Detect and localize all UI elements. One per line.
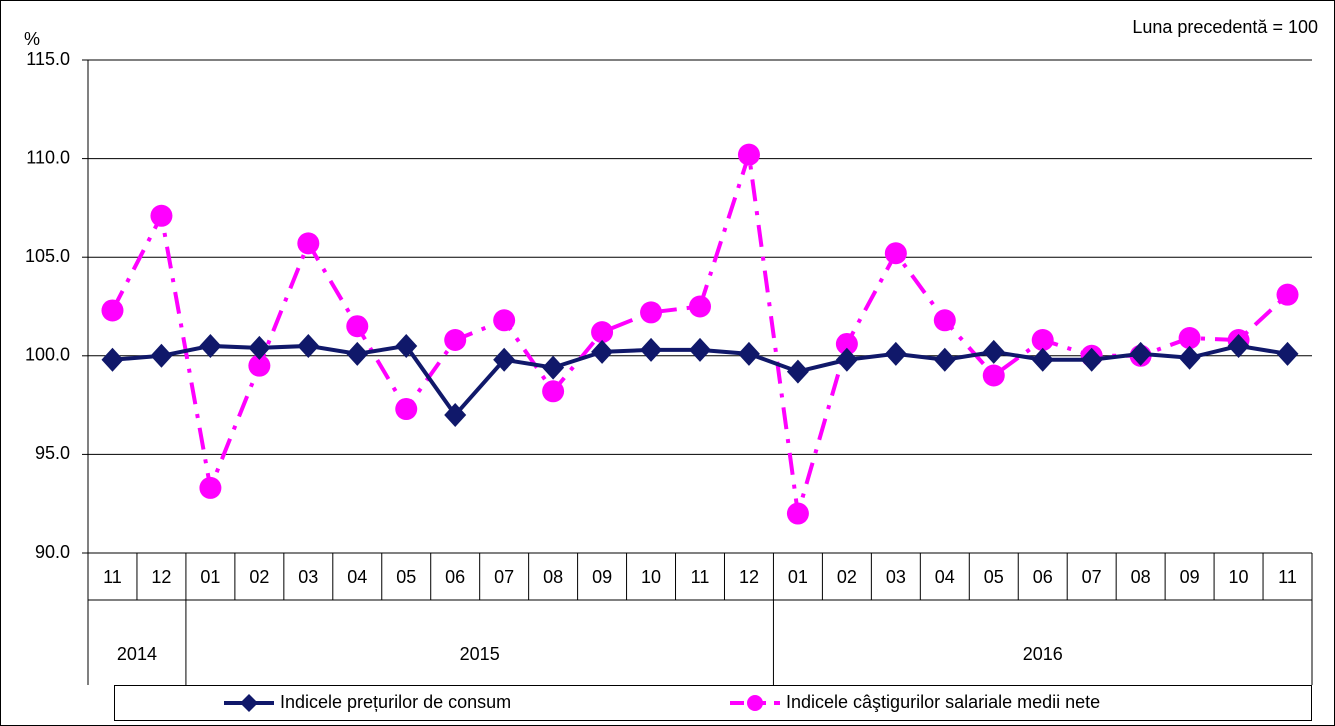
x-tick-label: 03 xyxy=(886,567,906,587)
y-tick-label: 100.0 xyxy=(25,345,70,365)
point xyxy=(835,332,858,355)
y-tick-label: 105.0 xyxy=(25,246,70,266)
x-tick-label: 04 xyxy=(935,567,955,587)
point xyxy=(395,333,418,358)
x-tick-label: 04 xyxy=(347,567,367,587)
point xyxy=(1276,283,1299,306)
x-tick-label: 02 xyxy=(249,567,269,587)
point xyxy=(493,309,516,332)
legend-marker xyxy=(240,694,258,712)
y-unit-label: % xyxy=(24,29,40,49)
y-tick-label: 115.0 xyxy=(26,49,70,69)
x-tick-label: 05 xyxy=(396,567,416,587)
x-tick-label: 07 xyxy=(1082,567,1102,587)
x-tick-label: 10 xyxy=(641,567,661,587)
annotation: Luna precedentă = 100 xyxy=(1132,17,1318,37)
point xyxy=(1031,347,1054,372)
point xyxy=(982,364,1005,387)
point xyxy=(542,355,565,380)
x-tick-label: 08 xyxy=(543,567,563,587)
point xyxy=(101,347,124,372)
point xyxy=(884,242,907,265)
point xyxy=(150,204,173,227)
point xyxy=(689,337,711,362)
point xyxy=(933,309,956,332)
point xyxy=(248,354,271,377)
point xyxy=(101,299,124,322)
legend-label: Indicele câştigurilor salariale medii ne… xyxy=(786,692,1100,712)
point xyxy=(933,347,956,372)
x-tick-label: 08 xyxy=(1131,567,1151,587)
point xyxy=(346,341,369,366)
point xyxy=(150,343,173,368)
point xyxy=(737,143,760,166)
point xyxy=(1227,333,1250,358)
x-tick-label: 10 xyxy=(1229,567,1249,587)
x-group-label: 2015 xyxy=(460,644,500,664)
x-tick-label: 05 xyxy=(984,567,1004,587)
point xyxy=(444,329,467,352)
point xyxy=(297,232,320,255)
x-tick-label: 11 xyxy=(691,567,710,587)
x-tick-label: 07 xyxy=(494,567,514,587)
point xyxy=(444,402,467,427)
point xyxy=(1031,329,1054,352)
x-tick-label: 02 xyxy=(837,567,857,587)
legend-box xyxy=(114,685,1312,721)
point xyxy=(1129,341,1152,366)
y-tick-label: 90.0 xyxy=(35,542,70,562)
point xyxy=(737,341,760,366)
x-tick-label: 09 xyxy=(1180,567,1200,587)
x-tick-label: 11 xyxy=(103,567,122,587)
point xyxy=(395,398,418,421)
point xyxy=(689,295,711,318)
x-tick-label: 09 xyxy=(592,567,612,587)
point xyxy=(297,333,320,358)
point xyxy=(884,341,907,366)
legend-marker xyxy=(747,695,763,711)
x-tick-label: 12 xyxy=(151,567,171,587)
legend-label: Indicele prețurilor de consum xyxy=(280,692,511,712)
point xyxy=(640,337,663,362)
point xyxy=(591,321,614,344)
point xyxy=(640,301,663,324)
point xyxy=(1178,345,1201,370)
x-tick-label: 01 xyxy=(200,567,220,587)
point xyxy=(542,380,565,403)
point xyxy=(835,347,858,372)
point xyxy=(982,339,1005,364)
point xyxy=(199,476,222,499)
point xyxy=(248,335,271,360)
point xyxy=(199,333,222,358)
x-tick-label: 06 xyxy=(445,567,465,587)
point xyxy=(493,347,516,372)
point xyxy=(346,315,369,338)
x-tick-label: 12 xyxy=(739,567,759,587)
x-group-label: 2016 xyxy=(1023,644,1063,664)
point xyxy=(1178,327,1201,350)
x-tick-label: 11 xyxy=(1278,567,1297,587)
point xyxy=(786,359,809,384)
point xyxy=(1276,341,1299,366)
point xyxy=(1080,347,1103,372)
x-tick-label: 03 xyxy=(298,567,318,587)
point xyxy=(591,339,614,364)
point xyxy=(786,502,809,525)
y-tick-label: 95.0 xyxy=(35,443,70,463)
x-tick-label: 01 xyxy=(788,567,808,587)
x-group-label: 2014 xyxy=(117,644,157,664)
x-tick-label: 06 xyxy=(1033,567,1053,587)
y-tick-label: 110.0 xyxy=(26,147,70,167)
